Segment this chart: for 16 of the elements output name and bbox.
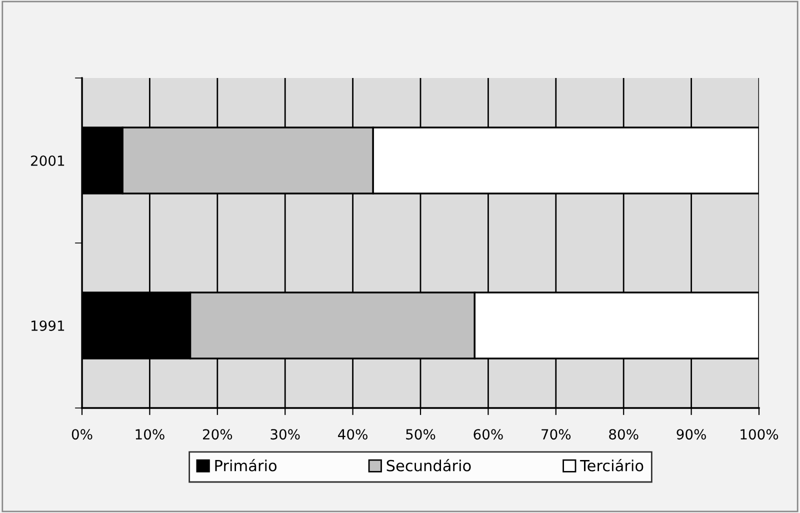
x-tick-label: 100% [740,429,778,440]
x-tick-label: 90% [676,429,706,440]
legend-label: Primário [215,458,277,472]
y-tick-label: 1991 [32,320,64,331]
y-tick-label: 2001 [31,155,64,166]
x-tick-label: 30% [270,429,300,440]
x-tick-label: 80% [609,429,638,440]
legend-label: Terciário [580,458,644,472]
x-tick-label: 20% [202,429,232,440]
x-tick-label: 50% [406,429,436,440]
legend-label: Secundário [386,458,471,472]
x-tick-label: 10% [136,429,164,440]
x-tick-label: 70% [542,429,571,440]
x-tick-label: 0% [72,429,92,440]
x-tick-label: 60% [474,429,503,440]
x-tick-label: 40% [338,429,368,440]
